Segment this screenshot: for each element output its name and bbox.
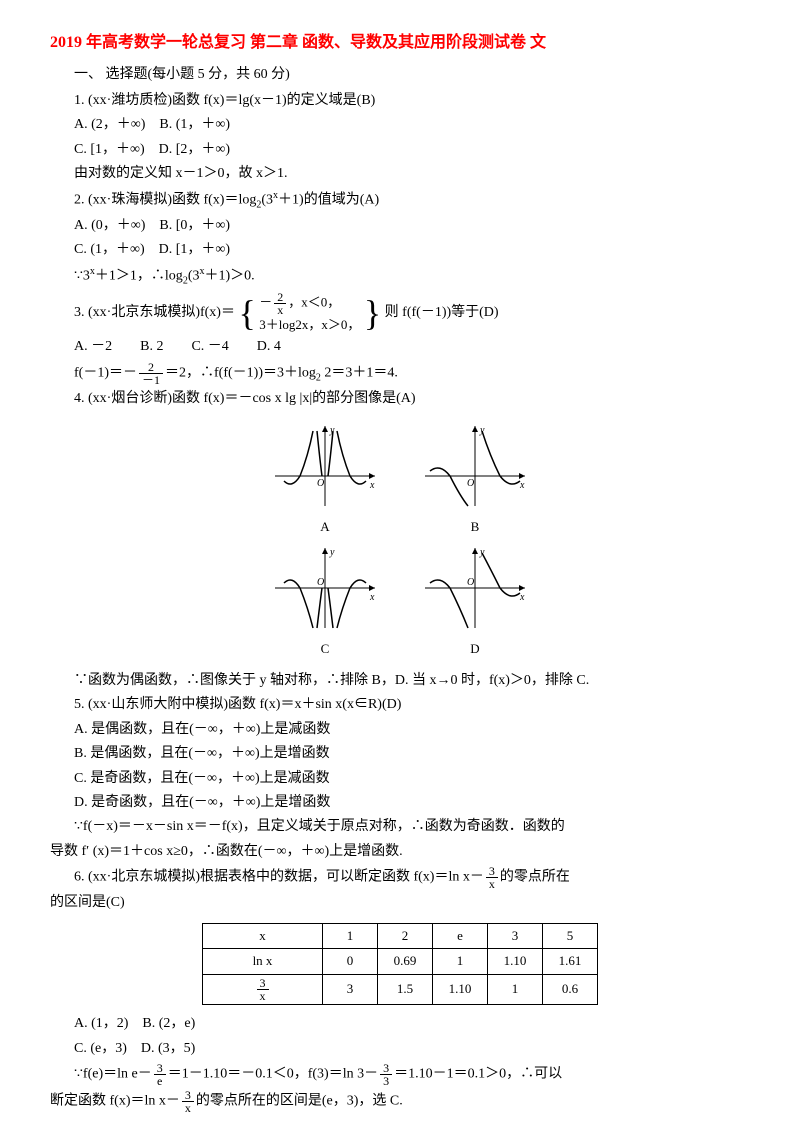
- question-6-line2: 的区间是(C): [50, 892, 750, 914]
- table-row: x 1 2 e 3 5: [203, 923, 598, 949]
- q2-options-cd: C. (1，＋∞) D. [1，＋∞): [74, 239, 750, 261]
- q5-option-d: D. 是奇函数，且在(－∞，＋∞)上是增函数: [74, 792, 750, 814]
- q6-explanation-2: 断定函数 f(x)＝ln x－3x的零点所在的区间是(e，3)，选 C.: [50, 1089, 750, 1114]
- q4-explanation: ∵函数为偶函数，∴图像关于 y 轴对称，∴排除 B，D. 当 x→0 时，f(x…: [74, 670, 750, 692]
- graph-a-label: A: [270, 517, 380, 538]
- q2-explanation: ∵3x＋1＞1，∴log2(3x＋1)＞0.: [74, 264, 750, 289]
- q2-options-ab: A. (0，＋∞) B. [0，＋∞): [74, 215, 750, 237]
- table-row: 3x 3 1.5 1.10 1 0.6: [203, 975, 598, 1005]
- graph-a: O x y: [270, 421, 380, 511]
- left-brace-icon: {: [238, 295, 255, 331]
- question-1: 1. (xx·潍坊质检)函数 f(x)＝lg(x－1)的定义域是(B): [74, 90, 750, 112]
- graph-d: O x y: [420, 543, 530, 633]
- question-4: 4. (xx·烟台诊断)函数 f(x)＝－cos x lg |x|的部分图像是(…: [74, 388, 750, 410]
- graph-c-label: C: [270, 639, 380, 660]
- svg-text:y: y: [479, 425, 485, 436]
- main-title: 2019 年高考数学一轮总复习 第二章 函数、导数及其应用阶段测试卷 文: [50, 30, 750, 56]
- question-6: 6. (xx·北京东城模拟)根据表格中的数据，可以断定函数 f(x)＝ln x－…: [74, 865, 750, 890]
- svg-text:y: y: [329, 547, 335, 558]
- q3-explanation: f(－1)＝－2－1＝2，∴f(f(－1))＝3＋log2 2＝3＋1＝4.: [74, 361, 750, 387]
- svg-text:x: x: [369, 592, 375, 603]
- svg-text:O: O: [317, 478, 324, 489]
- q5-option-c: C. 是奇函数，且在(－∞，＋∞)上是减函数: [74, 768, 750, 790]
- right-brace-icon: }: [364, 295, 381, 331]
- q5-explanation-2: 导数 f′ (x)＝1＋cos x≥0，∴函数在(－∞，＋∞)上是增函数.: [50, 841, 750, 863]
- data-table: x 1 2 e 3 5 ln x 0 0.69 1 1.10 1.61 3x 3…: [202, 923, 598, 1006]
- q5-explanation-1: ∵f(－x)＝－x－sin x＝－f(x)，且定义域关于原点对称，∴函数为奇函数…: [74, 816, 750, 838]
- q6-explanation-1: ∵f(e)＝ln e－3e＝1－1.10＝－0.1＜0，f(3)＝ln 3－33…: [74, 1062, 750, 1087]
- q5-option-a: A. 是偶函数，且在(－∞，＋∞)上是减函数: [74, 719, 750, 741]
- svg-text:O: O: [467, 478, 474, 489]
- graph-c: O x y: [270, 543, 380, 633]
- table-row: ln x 0 0.69 1 1.10 1.61: [203, 949, 598, 975]
- question-5: 5. (xx·山东师大附中模拟)函数 f(x)＝x＋sin x(x∈R)(D): [74, 694, 750, 716]
- section-1-heading: 一、 选择题(每小题 5 分，共 60 分): [74, 64, 750, 86]
- q1-options-cd: C. [1，＋∞) D. [2，＋∞): [74, 139, 750, 161]
- q1-explanation: 由对数的定义知 x－1＞0，故 x＞1.: [74, 163, 750, 185]
- svg-text:O: O: [317, 577, 324, 588]
- svg-text:x: x: [369, 480, 375, 491]
- graphs-container: O x y A O x y B: [50, 421, 750, 660]
- svg-text:O: O: [467, 577, 474, 588]
- graph-d-label: D: [420, 639, 530, 660]
- q3-options: A. －2 B. 2 C. －4 D. 4: [74, 336, 750, 358]
- question-3: 3. (xx·北京东城模拟)f(x)＝ { －2x，x＜0， 3＋log2x，x…: [74, 291, 750, 334]
- q6-options-cd: C. (e，3) D. (3，5): [74, 1038, 750, 1060]
- q1-options-ab: A. (2，＋∞) B. (1，＋∞): [74, 114, 750, 136]
- graph-b: O x y: [420, 421, 530, 511]
- graph-b-label: B: [420, 517, 530, 538]
- q6-options-ab: A. (1，2) B. (2，e): [74, 1013, 750, 1035]
- q5-option-b: B. 是偶函数，且在(－∞，＋∞)上是增函数: [74, 743, 750, 765]
- question-2: 2. (xx·珠海模拟)函数 f(x)＝log2(3x＋1)的值域为(A): [74, 188, 750, 213]
